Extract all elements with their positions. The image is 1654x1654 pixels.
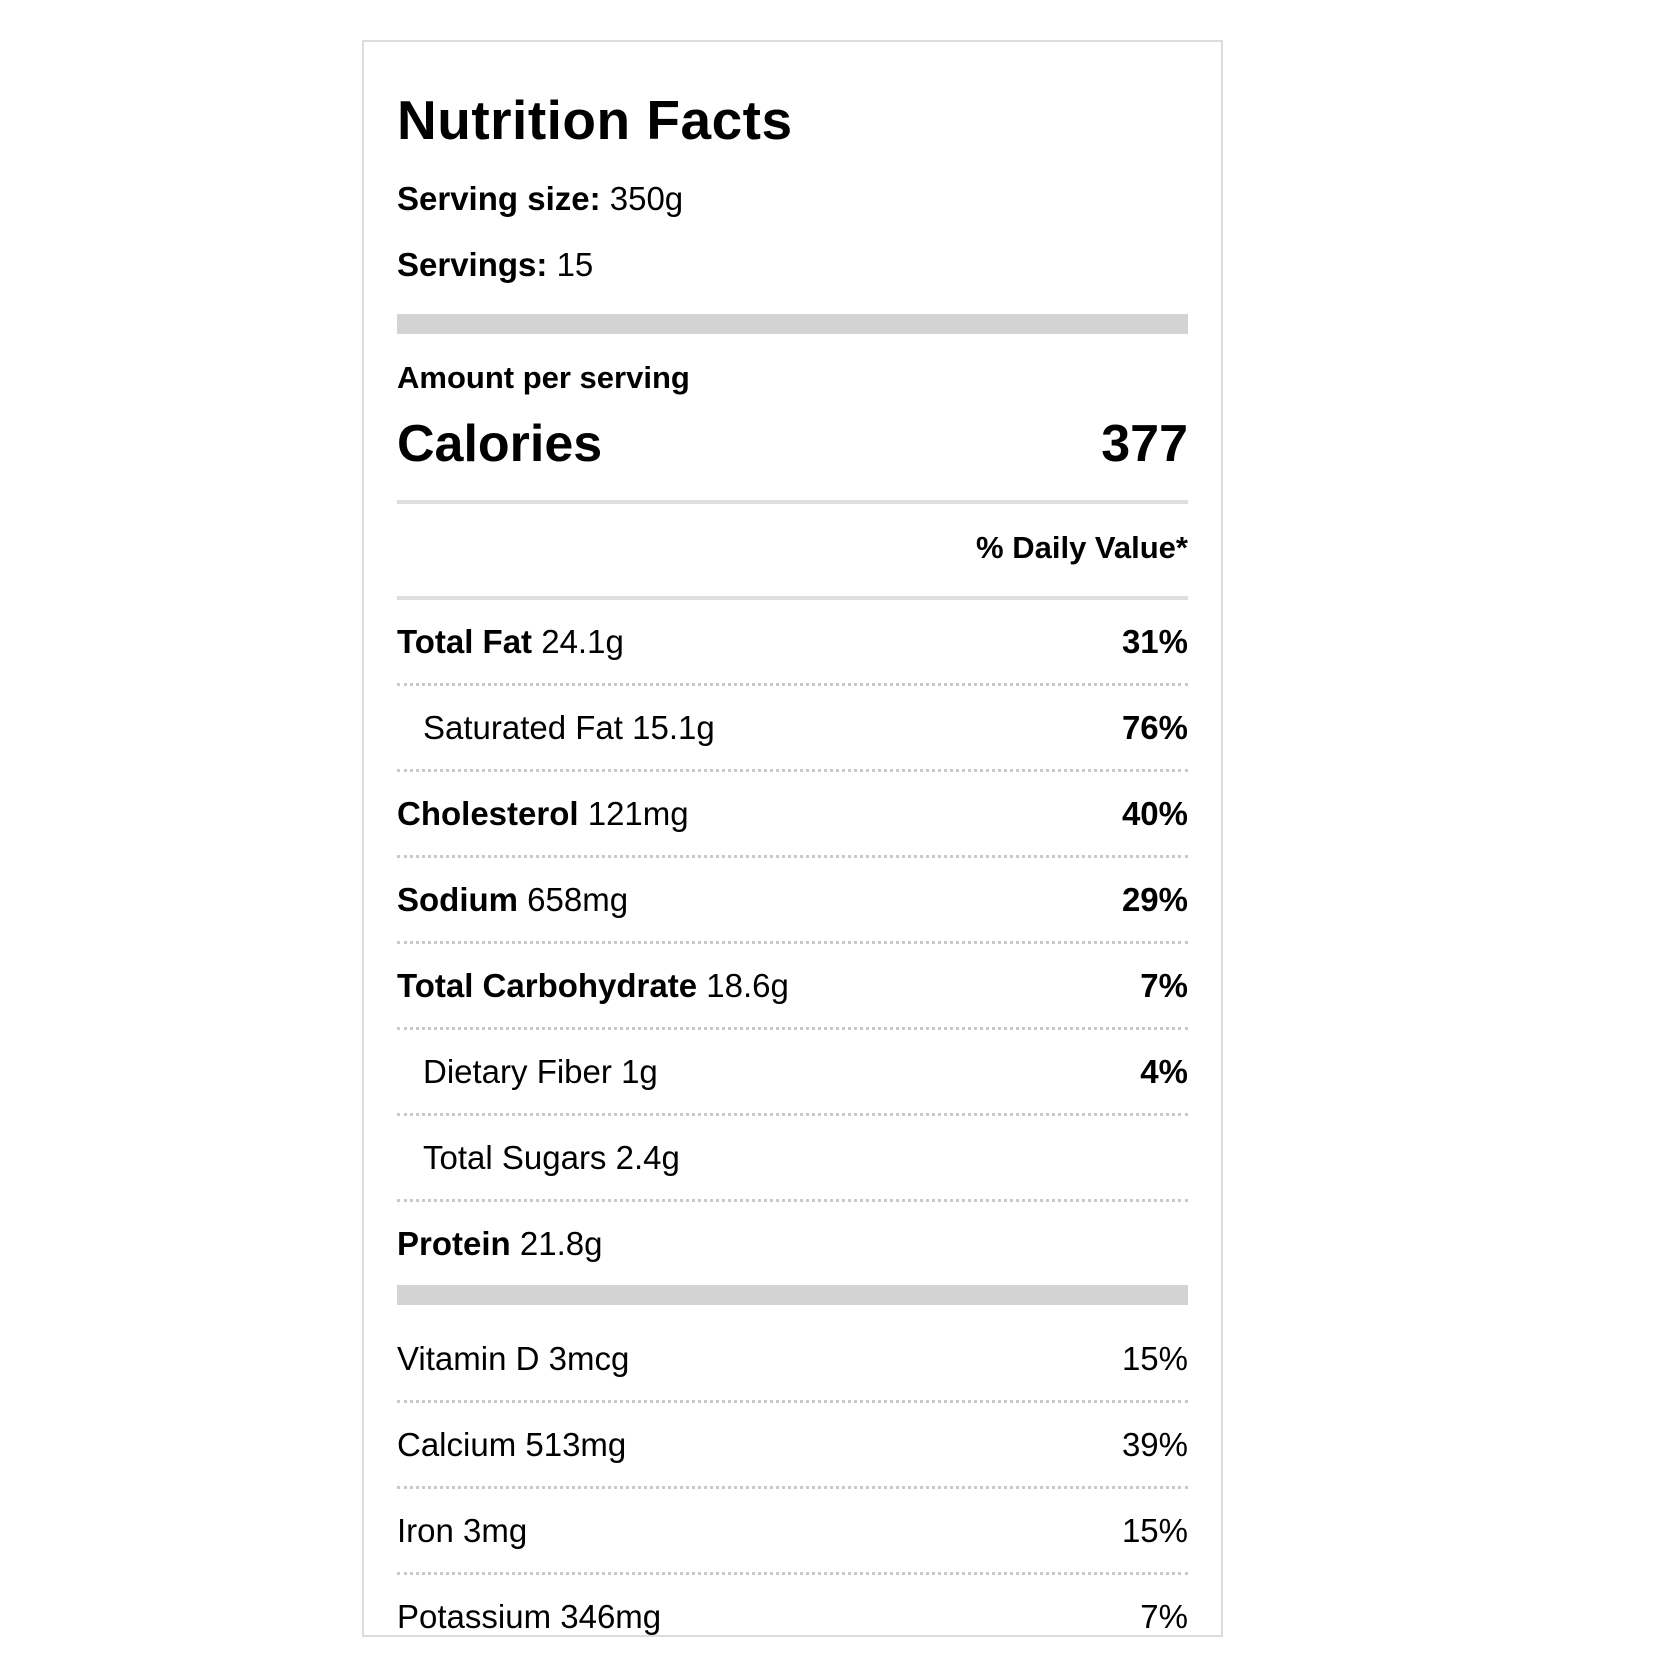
nutrient-row: Cholesterol 121mg 40% <box>397 772 1188 855</box>
dotted-separator <box>397 855 1188 858</box>
micronutrient-amount: 3mcg <box>548 1339 630 1377</box>
rule-below-daily-value <box>397 596 1188 600</box>
nutrient-name: Total Fat <box>397 622 533 660</box>
dotted-separator <box>397 1572 1188 1575</box>
dotted-separator <box>397 941 1188 944</box>
micronutrient-row: Iron 3mg 15% <box>397 1489 1188 1572</box>
nutrient-daily-value: 4% <box>1140 1052 1188 1090</box>
dotted-separator <box>397 769 1188 772</box>
nutrient-daily-value: 40% <box>1121 794 1188 832</box>
micronutrient-daily-value: 15% <box>1121 1511 1188 1549</box>
calories-value: 377 <box>1101 415 1188 473</box>
nutrient-amount: 18.6g <box>706 966 789 1004</box>
nutrient-daily-value: 31% <box>1121 622 1188 660</box>
servings-value: 15 <box>556 246 594 283</box>
nutrient-daily-value: 76% <box>1121 708 1188 746</box>
calories-row: Calories 377 <box>397 414 1188 500</box>
nutrient-daily-value: 7% <box>1140 966 1188 1004</box>
nutrient-row: Dietary Fiber 1g 4% <box>397 1030 1188 1113</box>
label-title: Nutrition Facts <box>397 89 793 151</box>
rule-above-daily-value <box>397 500 1188 504</box>
micronutrient-row: Potassium 346mg 7% <box>397 1575 1188 1654</box>
nutrient-row: Sodium 658mg 29% <box>397 858 1188 941</box>
micronutrient-row: Vitamin D 3mcg 15% <box>397 1317 1188 1400</box>
micronutrient-daily-value: 15% <box>1121 1339 1188 1377</box>
nutrient-amount: 1g <box>621 1052 658 1090</box>
dotted-separator <box>397 1486 1188 1489</box>
nutrient-name: Protein <box>397 1224 511 1262</box>
nutrient-amount: 658mg <box>527 880 629 918</box>
nutrient-amount: 24.1g <box>541 622 624 660</box>
micronutrient-row: Calcium 513mg 39% <box>397 1403 1188 1486</box>
nutrient-row: Protein 21.8g <box>397 1202 1188 1285</box>
dotted-separator <box>397 1199 1188 1202</box>
micronutrient-daily-value: 39% <box>1121 1425 1188 1463</box>
dotted-separator <box>397 683 1188 686</box>
nutrient-name: Sodium <box>397 880 518 918</box>
calories-label: Calories <box>397 415 603 473</box>
nutrient-name: Total Sugars <box>423 1138 607 1176</box>
nutrient-name: Saturated Fat <box>423 708 623 746</box>
amount-per-serving-label: Amount per serving <box>397 360 690 395</box>
nutrient-amount: 121mg <box>587 794 689 832</box>
nutrient-row: Saturated Fat 15.1g 76% <box>397 686 1188 769</box>
spacer <box>397 1305 1188 1317</box>
servings-label: Servings: <box>397 246 548 283</box>
nutrient-name: Dietary Fiber <box>423 1052 612 1090</box>
nutrient-row: Total Carbohydrate 18.6g 7% <box>397 944 1188 1027</box>
serving-size-value: 350g <box>609 180 684 217</box>
nutrition-facts-label: Nutrition Facts Serving size: 350g Servi… <box>362 40 1223 1637</box>
micronutrient-amount: 513mg <box>525 1425 627 1463</box>
micronutrient-name: Calcium <box>397 1425 517 1463</box>
daily-value-header: % Daily Value* <box>976 530 1188 565</box>
nutrient-amount: 21.8g <box>519 1224 603 1262</box>
serving-size-label: Serving size: <box>397 180 601 217</box>
nutrient-amount: 2.4g <box>615 1138 680 1176</box>
micronutrient-amount: 3mg <box>463 1511 528 1549</box>
nutrient-row: Total Fat 24.1g 31% <box>397 600 1188 683</box>
section-divider-bar-bottom <box>397 1285 1188 1305</box>
micronutrient-name: Iron <box>397 1511 454 1549</box>
dotted-separator <box>397 1400 1188 1403</box>
dotted-separator <box>397 1027 1188 1030</box>
servings-line: Servings: 15 <box>397 246 1188 284</box>
nutrient-daily-value: 29% <box>1121 880 1188 918</box>
nutrient-amount: 15.1g <box>632 708 715 746</box>
serving-size-line: Serving size: 350g <box>397 180 1188 218</box>
nutrient-row: Total Sugars 2.4g <box>397 1116 1188 1199</box>
micronutrient-name: Potassium <box>397 1597 552 1635</box>
nutrient-name: Total Carbohydrate <box>397 966 698 1004</box>
section-divider-bar-top <box>397 314 1188 334</box>
micronutrient-daily-value: 7% <box>1140 1597 1188 1635</box>
nutrient-name: Cholesterol <box>397 794 579 832</box>
micronutrient-name: Vitamin D <box>397 1339 540 1377</box>
dotted-separator <box>397 1113 1188 1116</box>
micronutrient-amount: 346mg <box>560 1597 662 1635</box>
